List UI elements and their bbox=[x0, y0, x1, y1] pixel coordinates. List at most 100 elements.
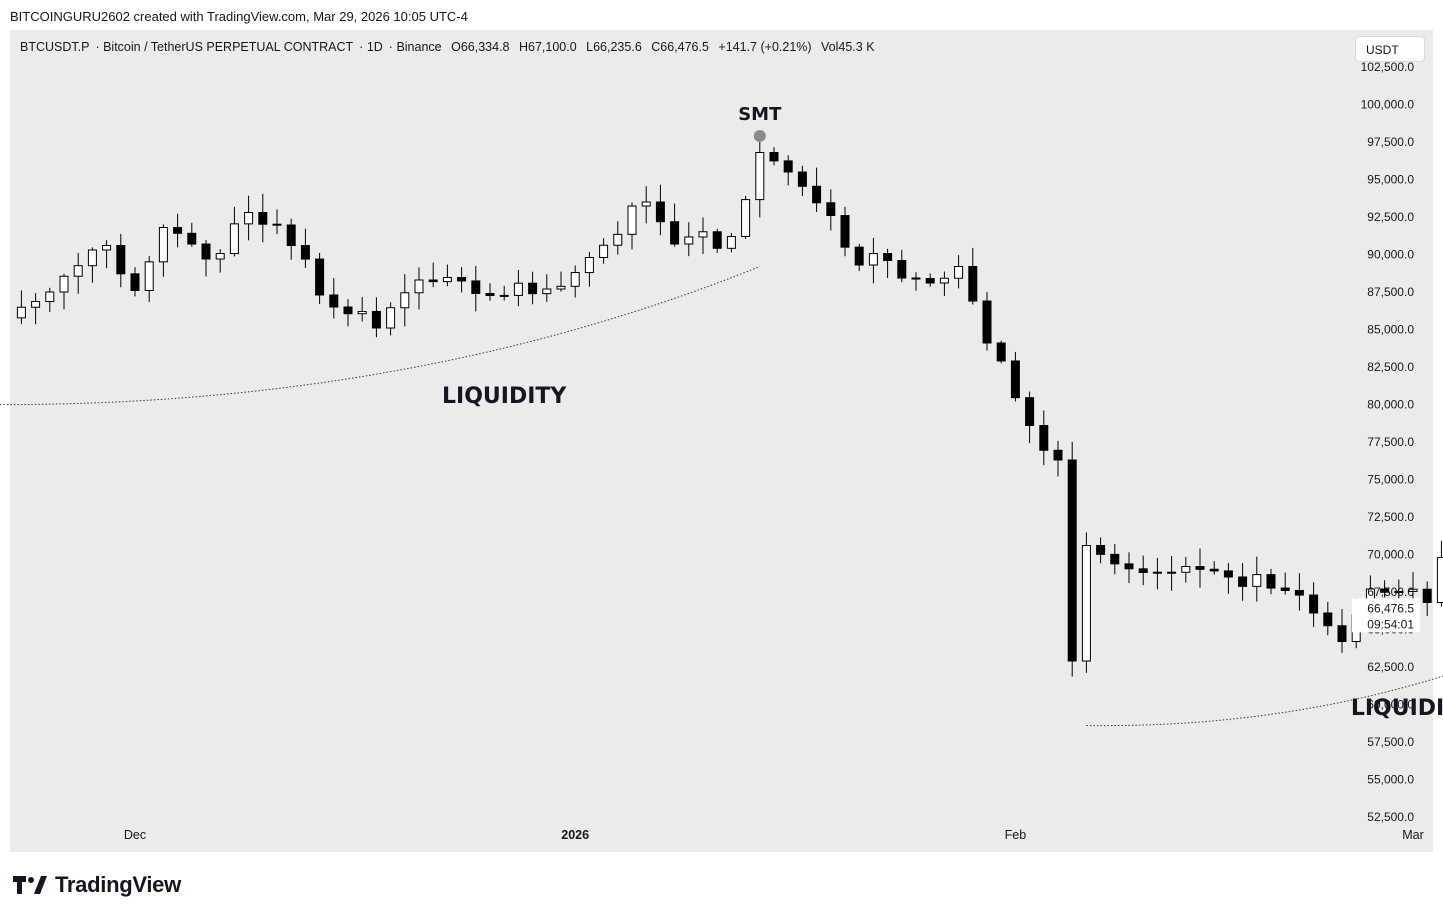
candle bbox=[258, 193, 268, 243]
candle bbox=[1152, 557, 1162, 590]
candle bbox=[315, 252, 325, 304]
candle bbox=[1124, 552, 1134, 583]
candle bbox=[1081, 532, 1091, 673]
candle bbox=[87, 247, 97, 283]
candle bbox=[996, 340, 1006, 364]
candle bbox=[1294, 573, 1304, 611]
candle bbox=[343, 298, 353, 327]
price-tick: 92,500.0 bbox=[1367, 210, 1414, 224]
candle bbox=[485, 283, 495, 301]
candle bbox=[457, 267, 467, 293]
candle bbox=[883, 248, 893, 279]
candle bbox=[116, 233, 126, 288]
price-tick: 70,000.0 bbox=[1367, 548, 1414, 562]
price-change: +141.7 (+0.21%) bbox=[718, 40, 812, 54]
candle bbox=[59, 273, 69, 310]
candle bbox=[1436, 540, 1443, 607]
candle bbox=[499, 285, 509, 301]
candle bbox=[513, 270, 523, 307]
smt-label: SMT bbox=[738, 104, 782, 125]
chart-attribution: BITCOINGURU2602 created with TradingView… bbox=[10, 9, 468, 24]
interval-label[interactable]: 1D bbox=[366, 40, 383, 54]
candle bbox=[16, 290, 26, 324]
candle bbox=[371, 297, 381, 338]
candle bbox=[556, 271, 566, 292]
price-tick: 77,500.0 bbox=[1367, 435, 1414, 449]
candle bbox=[102, 240, 112, 269]
candle bbox=[300, 228, 310, 268]
candle bbox=[187, 222, 197, 247]
time-axis: Dec2026FebMarAprMay bbox=[124, 828, 1424, 842]
price-tick: 82,500.0 bbox=[1367, 360, 1414, 374]
candle bbox=[599, 238, 609, 264]
candle bbox=[939, 271, 949, 296]
time-tick: 2026 bbox=[561, 828, 589, 842]
candle bbox=[741, 195, 751, 239]
candle bbox=[158, 224, 168, 277]
candle bbox=[1110, 543, 1120, 575]
candle bbox=[854, 243, 864, 272]
candle bbox=[1280, 572, 1290, 595]
candle bbox=[414, 267, 424, 310]
candle bbox=[911, 272, 921, 291]
price-tick: 72,500.0 bbox=[1367, 510, 1414, 524]
candle bbox=[1252, 556, 1262, 602]
tradingview-logo-icon bbox=[13, 876, 47, 894]
candle bbox=[1195, 548, 1205, 588]
price-tick: 60,000.0 bbox=[1367, 698, 1414, 712]
candle bbox=[641, 186, 651, 224]
candle bbox=[1337, 609, 1347, 654]
price-tick: 97,500.0 bbox=[1367, 135, 1414, 149]
candle bbox=[471, 265, 481, 312]
candle bbox=[31, 293, 41, 325]
currency-button[interactable]: USDT bbox=[1355, 36, 1425, 62]
candle bbox=[670, 203, 680, 247]
candle bbox=[1167, 556, 1177, 591]
candle bbox=[73, 252, 83, 294]
candle bbox=[329, 278, 339, 319]
time-tick: Feb bbox=[1005, 828, 1027, 842]
candle bbox=[1010, 351, 1020, 402]
candle bbox=[173, 213, 183, 248]
candle bbox=[1422, 581, 1432, 617]
candle bbox=[698, 217, 708, 255]
candle bbox=[812, 167, 822, 212]
chart-area[interactable] bbox=[10, 30, 1433, 852]
candles bbox=[16, 140, 1443, 677]
liquidity-curve bbox=[0, 266, 760, 406]
last-price-label: 66,476.5 bbox=[1367, 601, 1414, 615]
candle bbox=[1309, 582, 1319, 627]
candle bbox=[797, 165, 807, 197]
liquidity-label: LIQUIDITY bbox=[1351, 696, 1443, 721]
exchange-label: Binance bbox=[396, 40, 442, 54]
ohlc-low: L66,235.6 bbox=[586, 40, 642, 54]
candle bbox=[45, 287, 55, 312]
price-tick: 75,000.0 bbox=[1367, 473, 1414, 487]
tradingview-logo[interactable]: TradingView bbox=[13, 872, 181, 898]
ohlc-open: O66,334.8 bbox=[451, 40, 510, 54]
last-price-box bbox=[1352, 598, 1420, 633]
candle bbox=[528, 271, 538, 305]
candle bbox=[1223, 563, 1233, 594]
candle bbox=[627, 202, 637, 250]
candle bbox=[428, 262, 438, 288]
volume-label: Vol45.3 K bbox=[821, 40, 875, 54]
candle bbox=[1394, 579, 1404, 599]
candle bbox=[1181, 557, 1191, 583]
candle bbox=[655, 184, 665, 236]
price-tick: 62,500.0 bbox=[1367, 660, 1414, 674]
price-tick: 55,000.0 bbox=[1367, 773, 1414, 787]
candle bbox=[201, 239, 211, 277]
ohlc-close: C66,476.5 bbox=[651, 40, 709, 54]
candle bbox=[357, 297, 367, 322]
candle bbox=[684, 222, 694, 257]
candle bbox=[897, 249, 907, 283]
symbol-ticker[interactable]: BTCUSDT.P bbox=[20, 40, 90, 54]
price-tick: 85,000.0 bbox=[1367, 323, 1414, 337]
candle bbox=[442, 264, 452, 287]
price-tick: 87,500.0 bbox=[1367, 285, 1414, 299]
price-tick: 90,000.0 bbox=[1367, 248, 1414, 262]
candle bbox=[755, 140, 765, 218]
time-tick: Dec bbox=[124, 828, 146, 842]
